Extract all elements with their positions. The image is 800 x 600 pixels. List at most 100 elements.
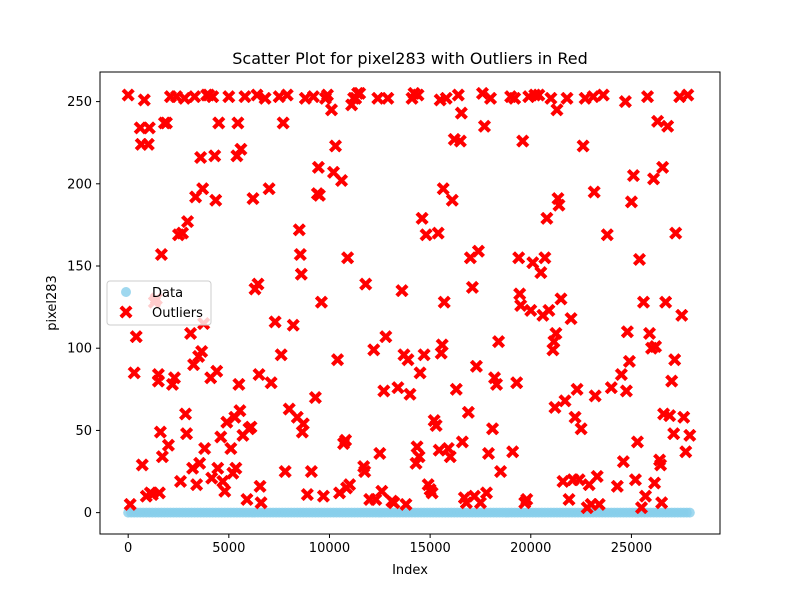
outlier-point (640, 90, 655, 104)
outlier-point (210, 364, 224, 378)
outlier-point (411, 88, 425, 102)
outlier-point (316, 489, 331, 503)
outlier-point (152, 486, 167, 500)
outlier-point (304, 464, 319, 479)
outlier-point (268, 315, 282, 329)
outlier-point (596, 88, 610, 102)
outlier-point (371, 91, 385, 105)
outlier-point (590, 469, 604, 484)
outlier-point (493, 464, 508, 479)
outlier-point (439, 91, 453, 105)
outlier-point (161, 438, 176, 452)
x-tick-label: 20000 (510, 541, 551, 556)
outlier-point (154, 247, 169, 262)
outlier-point (123, 497, 137, 512)
outlier-point (560, 91, 574, 105)
outlier-point (135, 458, 149, 472)
outlier-point (330, 353, 345, 367)
axes-frame (99, 71, 721, 535)
outlier-point (508, 91, 522, 105)
outlier-point (311, 160, 326, 175)
outlier-point (556, 474, 570, 489)
outlier-point (483, 91, 498, 105)
outlier-point (173, 474, 188, 489)
outlier-point (324, 103, 339, 117)
outlier-point (636, 295, 651, 309)
outlier-point (647, 476, 662, 490)
outlier-point (222, 90, 236, 104)
outlier-point (151, 367, 166, 382)
outlier-point (655, 160, 670, 175)
outlier-point (455, 435, 469, 449)
outlier-point (469, 359, 484, 373)
outlier-point (654, 496, 669, 510)
outlier-point (395, 284, 409, 298)
y-tick-label: 250 (67, 95, 92, 110)
outlier-point (141, 137, 155, 151)
outlier-point (251, 277, 265, 291)
outlier-point (425, 486, 439, 500)
outlier-point (229, 461, 243, 475)
y-tick-label: 200 (67, 177, 92, 192)
outlier-point (562, 492, 576, 507)
outlier-point (489, 377, 504, 392)
outlier-point (280, 88, 294, 102)
outlier-point (665, 374, 679, 388)
outlier-point (663, 408, 677, 423)
outlier-point (550, 103, 564, 117)
outlier-point (252, 367, 266, 382)
outlier-point (178, 407, 193, 421)
outlier-point (540, 211, 554, 225)
outlier-point (534, 265, 548, 280)
outlier-point (142, 121, 156, 135)
outlier-point (570, 382, 584, 396)
outlier-point (548, 400, 562, 415)
outlier-point (238, 90, 252, 104)
outlier-point (234, 142, 248, 156)
outlier-point (308, 390, 323, 405)
legend-data-marker (121, 287, 131, 297)
outlier-point (153, 425, 168, 439)
outlier-point (461, 405, 476, 419)
outlier-point (419, 228, 433, 242)
outlier-point (622, 354, 637, 369)
y-tick-label: 0 (84, 506, 92, 521)
outlier-point (320, 88, 335, 102)
outlier-point (634, 501, 649, 515)
outlier-point (224, 441, 238, 456)
outlier-point (379, 330, 393, 344)
outlier-point (542, 303, 556, 318)
legend-outliers-label: Outliers (152, 306, 203, 321)
outlier-point (554, 292, 568, 306)
outlier-point (445, 193, 459, 207)
outlier-point (264, 376, 278, 390)
outlier-point (485, 422, 500, 436)
outlier-point (231, 116, 245, 130)
outlier-point (576, 139, 590, 153)
y-axis-label: pixel283 (45, 275, 60, 331)
outlier-point (532, 88, 546, 102)
outlier-point (232, 377, 246, 392)
outlier-point (208, 149, 222, 163)
outlier-point (620, 325, 635, 339)
outlier-point (683, 428, 697, 443)
outlier-point (412, 450, 426, 464)
outlier-point (586, 90, 600, 104)
outlier-point (198, 441, 212, 456)
x-tick-label: 5000 (212, 541, 245, 556)
outlier-point (520, 492, 534, 507)
outlier-point (358, 464, 372, 479)
outlier-point (300, 487, 314, 502)
outlier-point (314, 295, 329, 309)
outlier-point (491, 334, 506, 349)
legend-outliers-marker (119, 305, 133, 319)
outlier-point (454, 106, 468, 120)
outlier-point (373, 446, 387, 461)
outlier-point (600, 228, 614, 242)
outlier-point (296, 417, 310, 431)
outlier-point (431, 226, 445, 240)
outlier-point (353, 86, 367, 101)
outlier-point (214, 430, 228, 444)
outlier-point (196, 182, 210, 196)
